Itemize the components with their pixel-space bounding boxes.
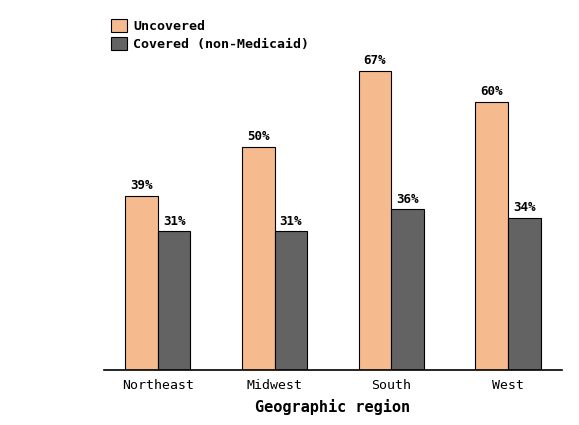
Bar	[242, 147, 274, 370]
Text: 50%: 50%	[247, 130, 269, 143]
Bar	[508, 218, 541, 370]
Bar	[274, 231, 307, 370]
Bar	[125, 196, 157, 370]
Bar	[157, 231, 190, 370]
Text: 60%: 60%	[481, 85, 503, 99]
Text: 31%: 31%	[163, 215, 185, 228]
Bar	[475, 102, 508, 370]
Bar	[358, 71, 391, 370]
Bar	[391, 209, 424, 370]
Text: 39%: 39%	[130, 179, 153, 192]
Legend: Uncovered, Covered (non-Medicaid): Uncovered, Covered (non-Medicaid)	[111, 20, 309, 51]
Text: 36%: 36%	[397, 193, 419, 206]
Text: 34%: 34%	[513, 201, 536, 215]
X-axis label: Geographic region: Geographic region	[255, 400, 411, 415]
Y-axis label: Average percent
over benchmark price: Average percent over benchmark price	[27, 0, 60, 111]
Text: 67%: 67%	[364, 54, 386, 67]
Text: 31%: 31%	[280, 215, 302, 228]
